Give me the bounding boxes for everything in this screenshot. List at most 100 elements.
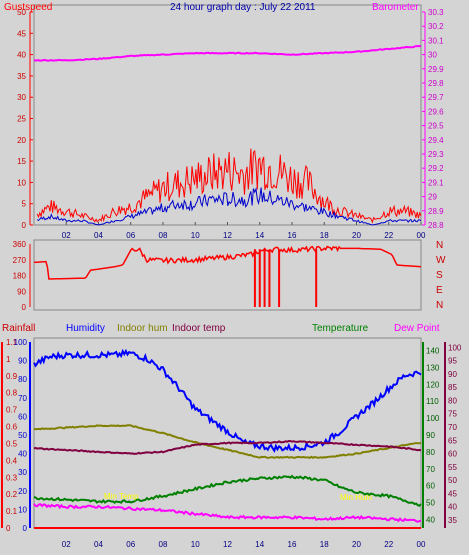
compass-label: W (436, 255, 446, 266)
hour-tick-label-lower: 14 (255, 540, 264, 549)
dewpoint-tick-label: 65 (448, 436, 457, 445)
hour-tick-label-lower: 02 (62, 540, 71, 549)
barometer-tick-label: 29.8 (428, 79, 444, 88)
compass-label: E (436, 285, 443, 296)
barometer-tick-label: 29 (428, 193, 437, 202)
barometer-series-line (33, 44, 422, 62)
dewpoint-tick-label: 80 (448, 396, 457, 405)
barometer-tick-label: 30 (428, 51, 437, 60)
dewpoint-label: Dew Point (394, 323, 440, 334)
dewpoint-tick-label: 50 (448, 476, 457, 485)
series-line-indoor-temp (33, 439, 422, 455)
hour-tick-label: 02 (62, 231, 71, 240)
hour-tick-label: 06 (126, 231, 135, 240)
barometer-tick-label: 29.6 (428, 107, 444, 116)
hour-tick-label: 04 (94, 231, 103, 240)
direction-tick-label: 270 (13, 256, 27, 265)
rainfall-tick-label: 0 (6, 524, 11, 533)
direction-tick-label: 180 (13, 272, 27, 281)
barometer-tick-label: 28.8 (428, 221, 444, 230)
series-line-indoor-hum (33, 424, 422, 459)
hour-tick-label-lower: 22 (384, 540, 393, 549)
compass-label: N (436, 300, 443, 311)
gust-tick-label: 20 (17, 136, 26, 145)
hour-tick-label: 14 (255, 231, 264, 240)
hour-tick-label: 20 (352, 231, 361, 240)
hour-tick-label: 22 (384, 231, 393, 240)
humidity-tick-label: 20 (18, 487, 27, 496)
dewpoint-tick-label: 40 (448, 503, 457, 512)
barometer-tick-label: 30.2 (428, 22, 444, 31)
hour-tick-label-lower: 06 (126, 540, 135, 549)
direction-tick-label: 360 (13, 240, 27, 249)
temperature-label: Temperature (312, 323, 369, 334)
barometer-tick-label: 29.4 (428, 136, 444, 145)
hour-tick-label-lower: 00 (417, 540, 426, 549)
gust-tick-label: 25 (17, 115, 26, 124)
rainfall-tick-label: 0.6 (6, 423, 18, 432)
gust-tick-label: 15 (17, 157, 26, 166)
hour-tick-label-lower: 08 (159, 540, 168, 549)
dewpoint-tick-label: 35 (448, 516, 457, 525)
gust-tick-label: 10 (17, 178, 26, 187)
series-line-humidity (33, 348, 422, 453)
rainfall-tick-label: 0.7 (6, 406, 18, 415)
humidity-label: Humidity (66, 323, 105, 334)
barometer-tick-label: 28.9 (428, 207, 444, 216)
humidity-tick-label: 50 (18, 431, 27, 440)
series-line-temperature (33, 474, 422, 507)
direction-tick-label: 0 (22, 303, 27, 312)
rainfall-tick-label: 0.5 (6, 439, 18, 448)
rainfall-tick-label: 0.3 (6, 473, 18, 482)
rainfall-tick-label: 0.9 (6, 372, 18, 381)
rainfall-tick-label: 0.8 (6, 389, 18, 398)
humidity-tick-label: 100 (14, 338, 28, 347)
humidity-tick-label: 60 (18, 412, 27, 421)
hour-tick-label-lower: 12 (223, 540, 232, 549)
hour-tick-label: 16 (288, 231, 297, 240)
direction-panel-frame (33, 239, 422, 311)
temperature-tick-label: 70 (426, 465, 435, 474)
dewpoint-tick-label: 100 (448, 343, 462, 352)
hour-tick-label: 10 (191, 231, 200, 240)
gustspeed-label: Gustspeed (4, 2, 52, 13)
barometer-tick-label: 30.3 (428, 8, 444, 17)
temperature-tick-label: 110 (426, 397, 439, 406)
rainfall-tick-label: 0.1 (6, 507, 18, 516)
temperature-tick-label: 90 (426, 431, 435, 440)
compass-label: S (436, 270, 443, 281)
temperature-tick-label: 80 (426, 448, 435, 457)
dewpoint-tick-label: 60 (448, 450, 457, 459)
hour-tick-label-lower: 18 (320, 540, 329, 549)
temperature-tick-label: 140 (426, 346, 440, 355)
dewpoint-tick-label: 55 (448, 463, 457, 472)
top-panel-frame (33, 4, 422, 226)
humidity-tick-label: 0 (23, 524, 28, 533)
min-hum-tag: Min Hum (340, 493, 372, 502)
barometer-tick-label: 29.2 (428, 164, 444, 173)
gust-tick-label: 50 (17, 8, 26, 17)
gust-tick-label: 40 (17, 51, 26, 60)
indoor-hum-label: Indoor hum (117, 323, 168, 334)
hour-tick-label: 00 (417, 231, 426, 240)
series-line-dew-point (33, 503, 422, 523)
humidity-tick-label: 30 (18, 468, 27, 477)
rainfall-tick-label: 0.4 (6, 456, 18, 465)
min-temp-tag: Min Temp (104, 492, 139, 501)
temperature-tick-label: 100 (426, 414, 440, 423)
barometer-tick-label: 29.9 (428, 65, 444, 74)
wind-direction-series-line (33, 245, 422, 280)
temperature-tick-label: 130 (426, 363, 440, 372)
direction-tick-label: 90 (17, 287, 26, 296)
humidity-tick-label: 80 (18, 375, 27, 384)
dewpoint-tick-label: 70 (448, 423, 457, 432)
hour-tick-label: 08 (159, 231, 168, 240)
rainfall-tick-label: 0.2 (6, 490, 18, 499)
gust-tick-label: 35 (17, 72, 26, 81)
page-title: 24 hour graph day : July 22 2011 (170, 2, 316, 13)
barometer-tick-label: 29.5 (428, 122, 444, 131)
dewpoint-tick-label: 95 (448, 357, 457, 366)
gust-tick-label: 30 (17, 93, 26, 102)
dewpoint-tick-label: 85 (448, 383, 457, 392)
